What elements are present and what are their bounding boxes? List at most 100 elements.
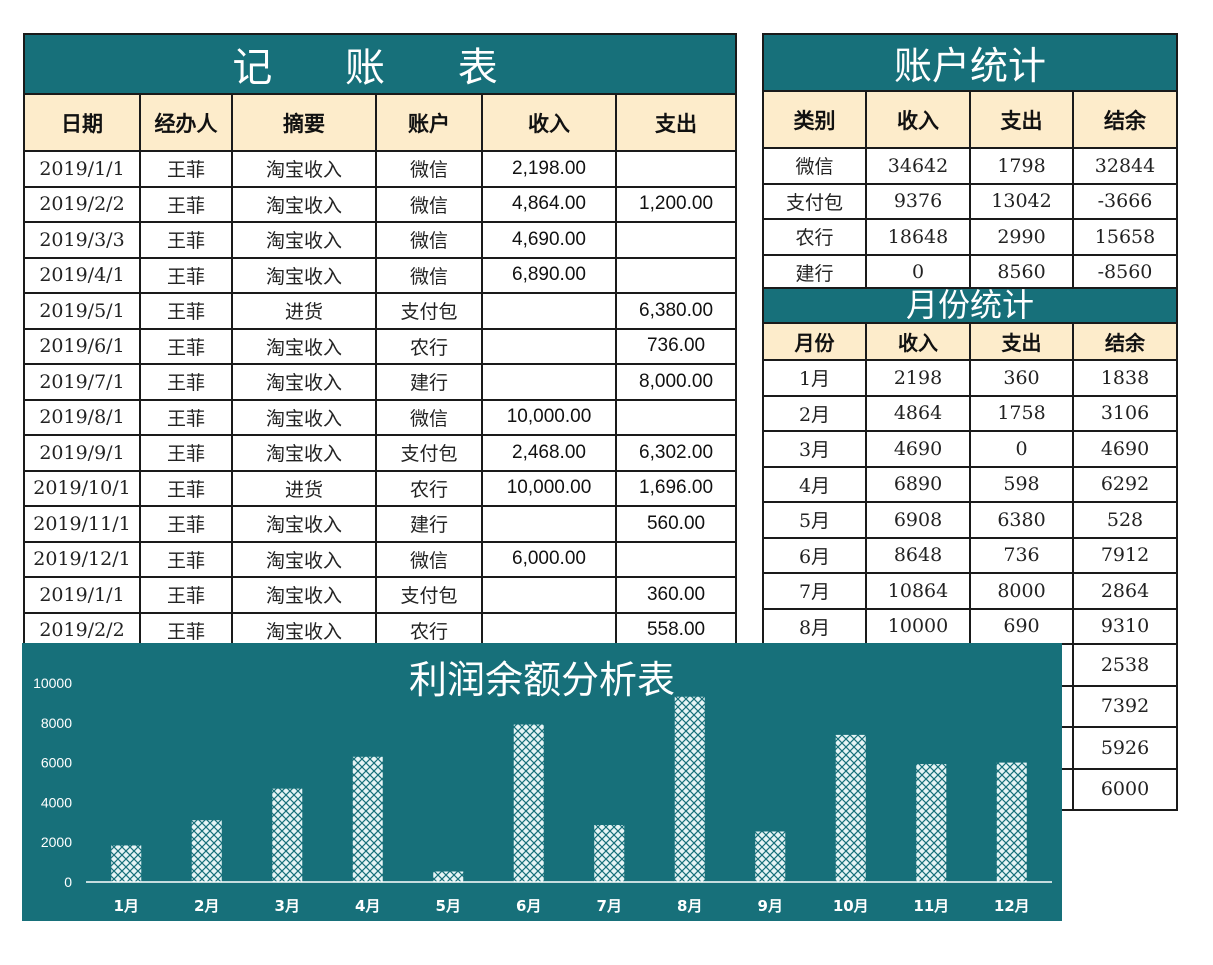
account-cell: 微信 (762, 147, 867, 185)
ledger-header-4: 收入 (481, 93, 617, 152)
ledger-cell: 1,200.00 (614, 185, 738, 223)
ledger-cell: 王菲 (139, 540, 233, 578)
ledger-cell: 淘宝收入 (231, 256, 377, 294)
ledger-cell: 微信 (375, 256, 483, 294)
ledger-cell: 进货 (231, 292, 377, 330)
ledger-cell: 6,000.00 (481, 540, 617, 578)
bar-10 (835, 734, 866, 882)
account-cell: 32844 (1071, 147, 1179, 185)
month-cell: 2198 (865, 359, 971, 397)
ledger-cell: 560.00 (614, 505, 738, 543)
ledger-cell: 王菲 (139, 363, 233, 401)
month-row: 2月 4864 1758 3106 (762, 394, 1179, 432)
ledger-row: 2019/4/1 王菲 淘宝收入 微信 6,890.00 (23, 256, 738, 294)
account-row: 建行 0 8560 -8560 (762, 253, 1179, 291)
ledger-cell: 王菲 (139, 611, 233, 649)
month-cell: 8648 (865, 536, 971, 574)
ledger-table: 记 账 表 日期 经办人 摘要 账户 收入 支出 2019/1/1 王菲 淘宝收入 微信 2,19… (22, 33, 738, 684)
month-cell: 4690 (1071, 430, 1179, 468)
bar-2 (191, 820, 222, 882)
account-cell: 34642 (865, 147, 971, 185)
ledger-cell: 2019/4/1 (23, 256, 141, 294)
ledger-cell: 淘宝收入 (231, 434, 377, 472)
ledger-cell: 2019/1/1 (23, 576, 141, 614)
month-header-1: 收入 (865, 322, 971, 361)
ledger-cell: 2019/6/1 (23, 327, 141, 365)
account-cell: 13042 (969, 182, 1074, 220)
month-cell: 4690 (865, 430, 971, 468)
ledger-cell: 淘宝收入 (231, 363, 377, 401)
ledger-cell: 2019/1/1 (23, 150, 141, 188)
ledger-cell: 淘宝收入 (231, 505, 377, 543)
ledger-cell: 淘宝收入 (231, 327, 377, 365)
month-cell: 3106 (1071, 394, 1179, 432)
month-cell: 6890 (865, 465, 971, 503)
bar-12 (996, 762, 1027, 882)
ledger-header-2: 摘要 (231, 93, 377, 152)
ledger-cell: 6,890.00 (481, 256, 617, 294)
ledger-cell (614, 221, 738, 259)
ledger-row: 2019/6/1 王菲 淘宝收入 农行 736.00 (23, 327, 738, 365)
y-tick-label: 6000 (41, 755, 72, 771)
ledger-cell: 2019/7/1 (23, 363, 141, 401)
bar-11 (916, 764, 947, 882)
ledger-row: 2019/2/2 王菲 淘宝收入 农行 558.00 (23, 611, 738, 649)
month-cell: 5月 (762, 501, 867, 539)
ledger-cell: 建行 (375, 505, 483, 543)
month-cell: 736 (969, 536, 1074, 574)
bar-8 (674, 696, 705, 882)
profit-balance-chart: 0 2000 4000 6000 8000 10000 1月 2月 3月 4月 5月 6月 7月 8月 9月… (22, 643, 1062, 921)
ledger-cell: 2019/12/1 (23, 540, 141, 578)
account-cell: 9376 (865, 182, 971, 220)
ledger-row: 2019/9/1 王菲 淘宝收入 支付包 2,468.00 6,302.00 (23, 434, 738, 472)
ledger-header-0: 日期 (23, 93, 141, 152)
ledger-cell: 农行 (375, 611, 483, 649)
ledger-cell: 王菲 (139, 469, 233, 507)
account-stats-title: 账户统计 (761, 33, 1179, 92)
account-cell: 2990 (969, 218, 1074, 256)
ledger-cell: 支付包 (375, 576, 483, 614)
ledger-cell: 6,380.00 (614, 292, 738, 330)
ledger-cell: 淘宝收入 (231, 150, 377, 188)
ledger-cell: 王菲 (139, 150, 233, 188)
month-cell: 360 (969, 359, 1074, 397)
ledger-cell: 农行 (375, 469, 483, 507)
x-tick-label: 7月 (597, 897, 622, 915)
ledger-cell (614, 540, 738, 578)
account-cell: 8560 (969, 253, 1074, 291)
y-tick-label: 10000 (33, 675, 72, 691)
month-cell: 690 (969, 607, 1074, 645)
x-tick-label: 9月 (758, 897, 783, 915)
month-cell: 1838 (1071, 359, 1179, 397)
ledger-cell (481, 363, 617, 401)
account-cell: 15658 (1071, 218, 1179, 256)
month-row: 6月 8648 736 7912 (762, 536, 1179, 574)
account-row: 支付包 9376 13042 -3666 (762, 182, 1179, 220)
ledger-cell: 建行 (375, 363, 483, 401)
y-tick-label: 4000 (41, 794, 72, 810)
ledger-cell: 2019/8/1 (23, 398, 141, 436)
month-cell: 528 (1071, 501, 1179, 539)
ledger-row: 2019/2/2 王菲 淘宝收入 微信 4,864.00 1,200.00 (23, 185, 738, 223)
x-tick-label: 3月 (275, 897, 300, 915)
month-cell: 2月 (762, 394, 867, 432)
ledger-row: 2019/12/1 王菲 淘宝收入 微信 6,000.00 (23, 540, 738, 578)
x-tick-label: 11月 (913, 897, 949, 915)
account-header-3: 结余 (1071, 90, 1179, 149)
month-row: 8月 10000 690 9310 (762, 607, 1179, 645)
ledger-cell: 淘宝收入 (231, 398, 377, 436)
account-stats-table: 账户统计 类别 收入 支出 结余 微信 34642 1798 32844 支付包 9376 130… (761, 33, 1179, 291)
ledger-cell: 2019/5/1 (23, 292, 141, 330)
ledger-cell: 10,000.00 (481, 398, 617, 436)
ledger-cell: 微信 (375, 540, 483, 578)
month-cell: 10000 (865, 607, 971, 645)
ledger-cell: 4,690.00 (481, 221, 617, 259)
ledger-cell: 2019/2/2 (23, 185, 141, 223)
y-tick-label: 2000 (41, 834, 72, 850)
ledger-row: 2019/3/3 王菲 淘宝收入 微信 4,690.00 (23, 221, 738, 259)
ledger-cell: 进货 (231, 469, 377, 507)
ledger-cell: 360.00 (614, 576, 738, 614)
ledger-cell: 2,468.00 (481, 434, 617, 472)
ledger-cell (614, 398, 738, 436)
month-cell: 2538 (1071, 643, 1179, 687)
